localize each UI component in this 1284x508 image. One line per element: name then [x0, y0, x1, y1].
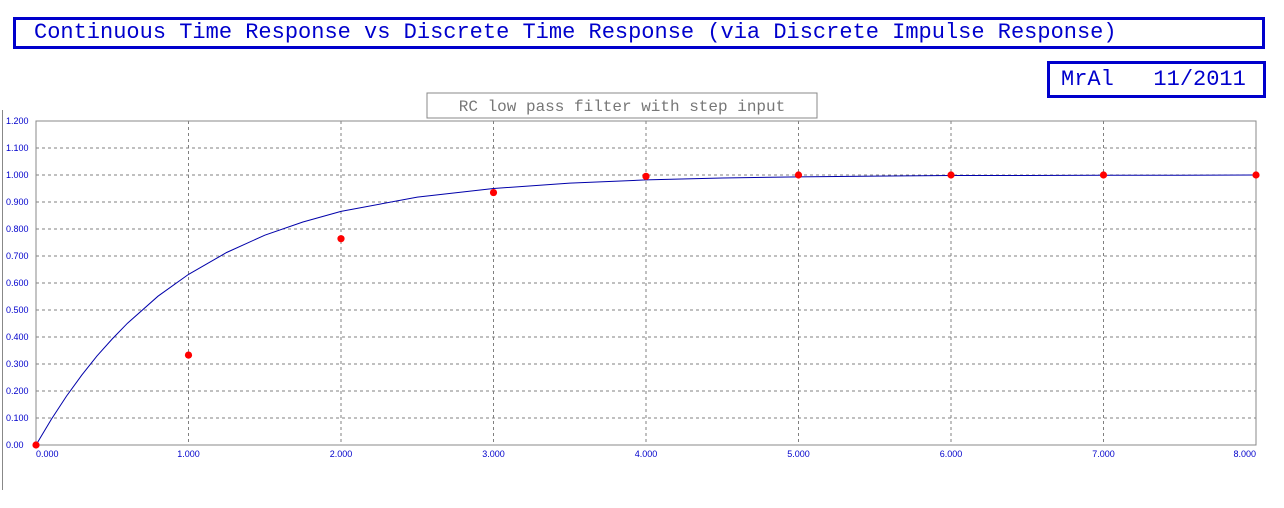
plot-area-frame	[35, 120, 1257, 446]
chart-subtitle: RC low pass filter with step input	[459, 98, 785, 116]
discrete-response-point	[1099, 171, 1108, 179]
series-layer	[32, 171, 1260, 449]
y-tick-label: 0.700	[6, 251, 29, 261]
x-tick-label: 8.000	[1233, 449, 1256, 459]
y-tick-label: 0.100	[6, 413, 29, 423]
x-tick-label: 6.000	[940, 449, 963, 459]
chart-subtitle-box	[426, 92, 818, 119]
author-label: MrAl 11/2011	[1047, 61, 1266, 98]
y-tick-label: 1.200	[6, 116, 29, 126]
discrete-response-point	[794, 171, 803, 179]
main-title: Continuous Time Response vs Discrete Tim…	[13, 17, 1265, 49]
panel-edge	[2, 110, 3, 490]
x-tick-labels: 0.000 1.000 2.000 3.000 4.000 5.000 6.000 7.000…	[36, 449, 1256, 459]
y-tick-label: 0.500	[6, 305, 29, 315]
discrete-response-point	[1252, 171, 1260, 179]
y-tick-label: 0.200	[6, 386, 29, 396]
x-tick-label: 2.000	[330, 449, 353, 459]
x-tick-label: 5.000	[787, 449, 810, 459]
x-tick-label: 7.000	[1092, 449, 1115, 459]
y-tick-labels: 0.00 0.100 0.200 0.300 0.400 0.500 0.600 0.700 0…	[6, 116, 29, 450]
y-tick-label: 0.00	[6, 440, 24, 450]
discrete-response-point	[947, 171, 955, 179]
discrete-response-point	[32, 441, 40, 449]
x-tick-label: 4.000	[635, 449, 658, 459]
discrete-response-point	[489, 188, 498, 197]
y-tick-label: 0.800	[6, 224, 29, 234]
y-tick-label: 1.000	[6, 170, 29, 180]
y-tick-label: 0.400	[6, 332, 29, 342]
x-tick-label: 3.000	[482, 449, 505, 459]
y-tick-label: 0.900	[6, 197, 29, 207]
grid-lines	[36, 121, 1256, 445]
y-tick-label: 1.100	[6, 143, 29, 153]
x-tick-label: 1.000	[177, 449, 200, 459]
discrete-response-point	[337, 235, 345, 243]
discrete-response-point	[184, 351, 193, 359]
discrete-response-point	[642, 172, 650, 180]
y-tick-label: 0.300	[6, 359, 29, 369]
y-tick-label: 0.600	[6, 278, 29, 288]
x-tick-label: 0.000	[36, 449, 59, 459]
